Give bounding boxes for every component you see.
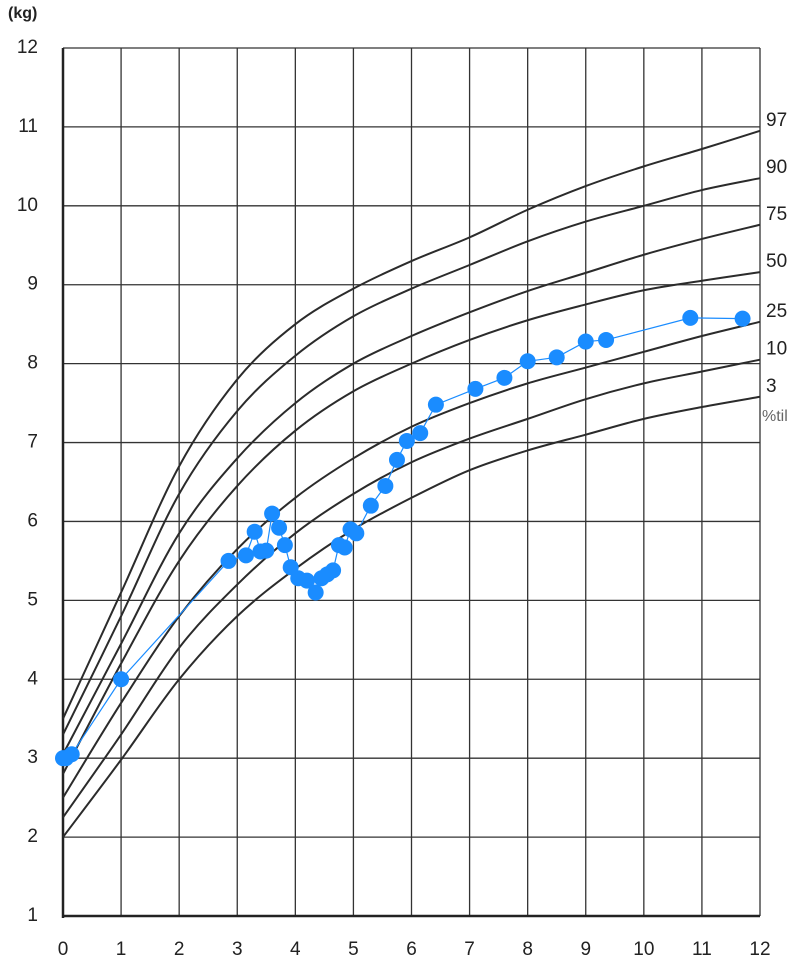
measurement-point bbox=[598, 331, 615, 348]
percentile-label: 10 bbox=[766, 339, 787, 360]
percentile-curve bbox=[62, 358, 761, 818]
y-tick-label: 12 bbox=[17, 37, 38, 58]
x-tick-label: 12 bbox=[749, 939, 770, 960]
percentile-label: 50 bbox=[766, 251, 787, 272]
measurement-point bbox=[467, 380, 484, 397]
measurement-point bbox=[362, 497, 379, 514]
percentile-label: 3 bbox=[766, 376, 777, 397]
measurement-point bbox=[682, 309, 699, 326]
percentile-label: 90 bbox=[766, 157, 787, 178]
measurement-point bbox=[336, 539, 353, 556]
measurement-point bbox=[388, 451, 405, 468]
percentile-curve bbox=[62, 177, 761, 735]
x-tick-label: 11 bbox=[692, 939, 712, 960]
y-tick-label: 9 bbox=[27, 274, 38, 295]
percentile-curve bbox=[62, 320, 761, 799]
y-tick-label: 2 bbox=[27, 826, 38, 847]
x-tick-label: 9 bbox=[580, 939, 591, 960]
x-tick-label: 10 bbox=[633, 939, 654, 960]
measurement-point bbox=[577, 333, 594, 350]
y-tick-label: 1 bbox=[27, 905, 38, 926]
measurement-point bbox=[298, 572, 315, 589]
percentile-label: 75 bbox=[766, 204, 787, 225]
y-tick-label: 7 bbox=[27, 432, 38, 453]
percentile-label: 97 bbox=[766, 110, 787, 131]
measurement-point bbox=[237, 547, 254, 564]
x-tick-label: 5 bbox=[348, 939, 359, 960]
measurement-point bbox=[412, 425, 429, 442]
measurement-point bbox=[271, 519, 288, 536]
x-tick-label: 4 bbox=[290, 939, 301, 960]
y-tick-label: 11 bbox=[18, 116, 38, 137]
x-tick-label: 3 bbox=[232, 939, 243, 960]
measurement-point bbox=[246, 523, 263, 540]
measurement-point bbox=[264, 505, 281, 522]
measurement-point bbox=[398, 432, 415, 449]
x-tick-label: 2 bbox=[174, 939, 185, 960]
measurement-point bbox=[496, 369, 513, 386]
measurement-point bbox=[276, 537, 293, 554]
y-tick-label: 5 bbox=[27, 589, 38, 610]
measurement-point bbox=[307, 584, 324, 601]
measurement-point bbox=[220, 552, 237, 569]
measurement-point bbox=[427, 396, 444, 413]
unit-note: %til bbox=[762, 408, 788, 425]
measurement-point bbox=[113, 671, 130, 688]
x-tick-label: 8 bbox=[522, 939, 533, 960]
measurement-point bbox=[325, 562, 342, 579]
x-tick-label: 1 bbox=[116, 939, 127, 960]
y-tick-label: 6 bbox=[27, 510, 38, 531]
percentile-curve bbox=[62, 271, 761, 775]
x-tick-label: 7 bbox=[464, 939, 475, 960]
y-tick-label: 10 bbox=[17, 195, 38, 216]
y-tick-label: 3 bbox=[27, 747, 38, 768]
y-unit-label: (kg) bbox=[8, 5, 37, 22]
percentile-curve bbox=[62, 129, 761, 720]
measurement-point bbox=[348, 525, 365, 542]
measurement-point bbox=[63, 746, 80, 763]
y-tick-label: 8 bbox=[27, 353, 38, 374]
measurement-point bbox=[519, 353, 536, 370]
measurement-point bbox=[548, 349, 565, 366]
measurement-point bbox=[377, 477, 394, 494]
y-tick-label: 4 bbox=[27, 668, 38, 689]
measurement-point bbox=[734, 310, 751, 327]
percentile-curve bbox=[62, 223, 761, 755]
x-tick-label: 0 bbox=[58, 939, 69, 960]
percentile-label: 25 bbox=[766, 301, 787, 322]
percentile-curve bbox=[62, 395, 761, 838]
x-tick-label: 6 bbox=[406, 939, 417, 960]
measurement-point bbox=[258, 542, 275, 559]
